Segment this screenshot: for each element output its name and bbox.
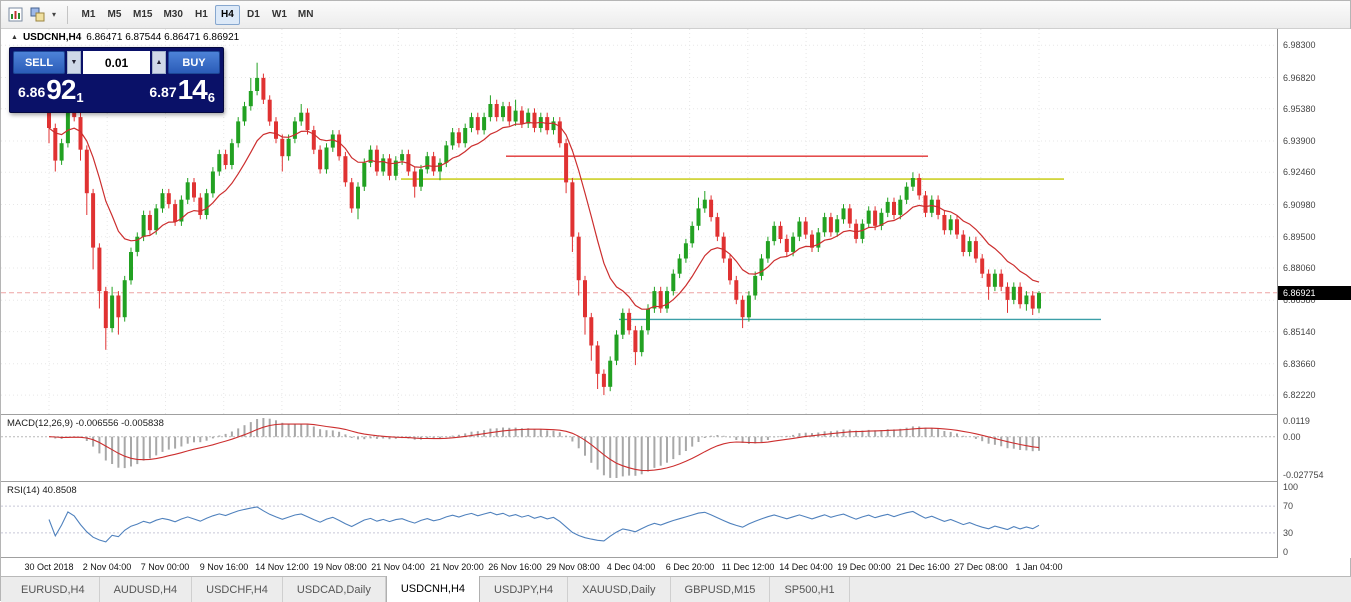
dropdown-caret-icon[interactable]: ▾ [51, 10, 56, 19]
macd-label: MACD(12,26,9) -0.006556 -0.005838 [7, 418, 164, 429]
macd-axis-min: -0.027754 [1283, 470, 1324, 480]
time-axis-label: 30 Oct 2018 [24, 562, 74, 572]
rsi-axis-0: 0 [1283, 547, 1289, 557]
tab-usdjpy-h4[interactable]: USDJPY,H4 [480, 577, 569, 602]
time-axis-label: 9 Nov 16:00 [199, 562, 249, 572]
indicators-icon[interactable] [27, 5, 47, 25]
tab-usdcnh-h4[interactable]: USDCNH,H4 [385, 576, 481, 602]
price-axis-label: 6.88060 [1283, 263, 1316, 273]
time-axis-label: 26 Nov 16:00 [488, 562, 542, 572]
time-axis[interactable]: 30 Oct 2018 2 Nov 04:00 7 Nov 00:00 9 Nov 1… [1, 558, 1277, 576]
sell-price-big: 92 [46, 74, 76, 105]
time-axis-label: 19 Nov 08:00 [313, 562, 367, 572]
time-axis-label: 11 Dec 12:00 [721, 562, 775, 572]
chart-ohlc-header: ▲ USDCNH,H4 6.86471 6.87544 6.86471 6.86… [11, 32, 239, 43]
chart-window-icon[interactable] [5, 5, 25, 25]
panel-separator [1, 557, 1351, 558]
buy-button[interactable]: BUY [168, 51, 220, 74]
timeframe-button-m15[interactable]: M15 [133, 9, 153, 20]
volume-decrease-button[interactable]: ▼ [67, 51, 81, 74]
tab-xauusd-daily[interactable]: XAUUSD,Daily [568, 577, 671, 602]
price-axis-label: 6.93900 [1283, 136, 1316, 146]
timeframe-button-mn[interactable]: MN [297, 9, 314, 20]
chart-ohlc-values: 6.86471 6.87544 6.86471 6.86921 [86, 32, 240, 43]
timeframe-button-h4[interactable]: H4 [214, 4, 240, 25]
toolbar-separator [67, 5, 68, 24]
timeframe-button-m30[interactable]: M30 [163, 9, 183, 20]
current-price-badge: 6.86921 [1278, 286, 1351, 300]
time-axis-label: 21 Nov 20:00 [430, 562, 484, 572]
price-axis-label: 6.92460 [1283, 167, 1316, 177]
timeframe-buttons: M1 M5 M15 M30 H1 H4 D1 W1 MN [76, 4, 318, 25]
price-axis-label: 6.98300 [1283, 40, 1316, 50]
tab-sp500-h1[interactable]: SP500,H1 [770, 577, 850, 602]
macd-name: MACD(12,26,9) [7, 418, 73, 429]
buy-price-sup: 6 [207, 90, 215, 105]
time-axis-label: 6 Dec 20:00 [665, 562, 715, 572]
timeframe-button-w1[interactable]: W1 [271, 9, 287, 20]
price-axis-label: 6.82220 [1283, 390, 1316, 400]
collapse-panel-icon[interactable]: ▲ [11, 34, 18, 41]
volume-increase-button[interactable]: ▲ [152, 51, 166, 74]
time-axis-label: 27 Dec 08:00 [954, 562, 1008, 572]
price-axis-label: 6.85140 [1283, 327, 1316, 337]
time-axis-label: 2 Nov 04:00 [82, 562, 132, 572]
axis-divider [1277, 29, 1278, 558]
chart-symbol-label: USDCNH,H4 [22, 32, 82, 43]
tab-eurusd-h4[interactable]: EURUSD,H4 [7, 577, 100, 602]
rsi-value: 40.8508 [42, 485, 77, 496]
tab-gbpusd-m15[interactable]: GBPUSD,M15 [671, 577, 771, 602]
time-axis-label: 29 Nov 08:00 [546, 562, 600, 572]
one-click-trading-panel: SELL ▼ ▲ BUY 6.86 92 1 6.87 14 6 [9, 47, 224, 113]
buy-price-big: 14 [177, 74, 208, 105]
time-axis-label: 7 Nov 00:00 [140, 562, 190, 572]
toolbar: ▾ M1 M5 M15 M30 H1 H4 D1 W1 MN [1, 1, 1350, 29]
time-axis-label: 14 Dec 04:00 [779, 562, 833, 572]
rsi-axis-70: 70 [1283, 501, 1294, 511]
time-axis-label: 21 Nov 04:00 [371, 562, 425, 572]
macd-values: -0.006556 -0.005838 [75, 418, 164, 429]
price-axis-label: 6.83660 [1283, 359, 1316, 369]
sell-button[interactable]: SELL [13, 51, 65, 74]
rsi-name: RSI(14) [7, 485, 40, 496]
time-axis-label: 1 Jan 04:00 [1015, 562, 1063, 572]
price-axis-label: 6.95380 [1283, 104, 1316, 114]
sell-price-sup: 1 [76, 90, 84, 105]
price-axis-label: 6.89500 [1283, 232, 1316, 242]
buy-price[interactable]: 6.87 14 6 [149, 74, 215, 105]
rsi-axis-100: 100 [1283, 482, 1299, 492]
price-axis[interactable]: 6.86921 6.98300 6.96820 6.95380 6.93900 6.92… [1278, 29, 1351, 558]
timeframe-button-h1[interactable]: H1 [195, 9, 208, 20]
rsi-axis-30: 30 [1283, 528, 1294, 538]
volume-input[interactable] [83, 51, 150, 74]
price-axis-label: 6.86580 [1283, 295, 1316, 305]
time-axis-label: 14 Nov 12:00 [255, 562, 309, 572]
time-axis-label: 19 Dec 00:00 [837, 562, 891, 572]
sell-price-small: 6.86 [18, 84, 46, 100]
panel-separator[interactable] [1, 414, 1351, 415]
rsi-label: RSI(14) 40.8508 [7, 485, 77, 496]
time-axis-label: 4 Dec 04:00 [606, 562, 656, 572]
tab-audusd-h4[interactable]: AUDUSD,H4 [100, 577, 193, 602]
rsi-panel[interactable] [1, 482, 1277, 557]
price-axis-label: 6.96820 [1283, 73, 1316, 83]
tab-usdchf-h4[interactable]: USDCHF,H4 [192, 577, 283, 602]
macd-axis-max: 0.0119 [1283, 416, 1310, 426]
timeframe-button-m1[interactable]: M1 [81, 9, 96, 20]
tab-usdcad-daily[interactable]: USDCAD,Daily [283, 577, 386, 602]
time-axis-label: 21 Dec 16:00 [896, 562, 950, 572]
chart-tabs: EURUSD,H4 AUDUSD,H4 USDCHF,H4 USDCAD,Daily U… [1, 576, 1351, 602]
panel-separator[interactable] [1, 481, 1351, 482]
timeframe-button-d1[interactable]: D1 [247, 9, 260, 20]
buy-price-small: 6.87 [149, 84, 177, 100]
macd-panel[interactable] [1, 415, 1277, 481]
timeframe-button-m5[interactable]: M5 [107, 9, 122, 20]
macd-axis-zero: 0.00 [1283, 432, 1301, 442]
sell-price[interactable]: 6.86 92 1 [18, 74, 84, 105]
price-axis-label: 6.90980 [1283, 200, 1316, 210]
